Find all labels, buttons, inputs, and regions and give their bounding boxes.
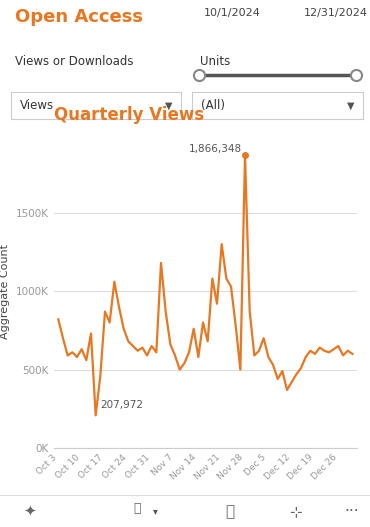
Text: ▼: ▼ [347, 101, 354, 110]
Text: 1,866,348: 1,866,348 [189, 144, 242, 154]
Text: 207,972: 207,972 [100, 399, 143, 409]
Text: 12/31/2024: 12/31/2024 [303, 8, 367, 18]
Text: ▾: ▾ [153, 506, 158, 516]
Text: ⊹: ⊹ [290, 504, 302, 519]
Text: Quarterly Views: Quarterly Views [54, 106, 204, 124]
Text: Open Access: Open Access [15, 8, 143, 26]
Text: (All): (All) [201, 99, 225, 112]
Text: Views: Views [20, 99, 54, 112]
Text: Views or Downloads: Views or Downloads [15, 54, 133, 67]
Text: ⬜: ⬜ [225, 504, 234, 519]
Text: X: X [142, 37, 154, 51]
Text: ···: ··· [344, 504, 359, 519]
Text: 10/1/2024: 10/1/2024 [204, 8, 260, 18]
Text: ▼: ▼ [165, 101, 173, 110]
Text: ✦: ✦ [23, 504, 36, 519]
Y-axis label: Aggregate Count: Aggregate Count [0, 243, 10, 339]
Text: Units: Units [200, 54, 230, 67]
Text: ⬜: ⬜ [133, 502, 141, 514]
